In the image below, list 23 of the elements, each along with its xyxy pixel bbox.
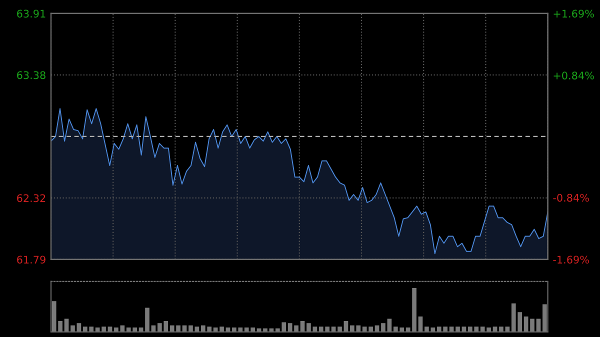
bar <box>530 318 534 332</box>
y-tick-label: 63.91 <box>17 10 46 18</box>
bar <box>456 326 460 332</box>
bar <box>102 326 106 332</box>
y-tick-label: 62.32 <box>17 194 46 202</box>
y-tick-label: 61.79 <box>17 256 46 264</box>
y2-tick-label: -1.69% <box>553 256 589 264</box>
bar <box>306 323 311 332</box>
bar <box>542 304 547 332</box>
y-tick-label: 63.38 <box>17 71 46 80</box>
bar <box>499 326 504 332</box>
bar <box>338 326 342 332</box>
bar <box>381 323 386 332</box>
bar <box>70 325 75 332</box>
y2-tick-label: +0.84% <box>554 72 594 80</box>
y2-tick-label: -0.84% <box>553 194 589 202</box>
bar <box>220 326 224 332</box>
bar <box>412 288 416 332</box>
bar <box>524 316 528 332</box>
bar <box>188 325 193 332</box>
y2-tick-label: +1.69% <box>554 10 594 18</box>
bar <box>145 308 150 332</box>
bar <box>418 316 423 332</box>
